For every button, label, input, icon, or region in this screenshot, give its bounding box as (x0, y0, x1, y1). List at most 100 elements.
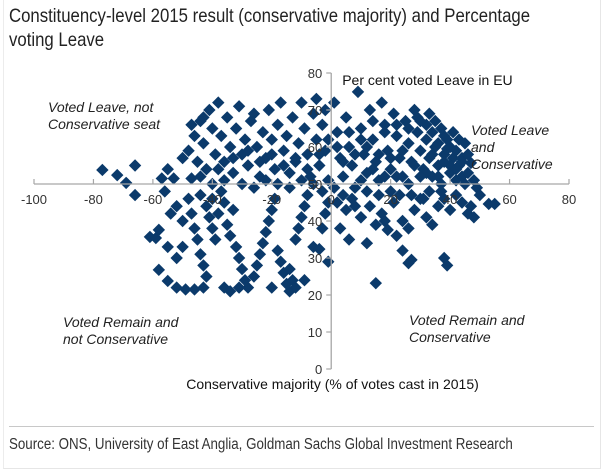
data-point (351, 85, 365, 99)
data-point (218, 196, 231, 209)
data-point (333, 222, 347, 235)
data-point (200, 200, 213, 213)
x-tick-label: -40 (203, 192, 222, 207)
data-point (215, 185, 228, 198)
data-point (336, 170, 350, 183)
data-point (298, 274, 311, 287)
data-point (322, 133, 335, 146)
data-point (191, 155, 204, 168)
data-point (188, 283, 201, 296)
data-point (434, 185, 448, 198)
data-point (396, 144, 409, 157)
annotation-line: Conservative (471, 156, 553, 172)
data-point (286, 111, 299, 124)
chart-title: Constituency-level 2015 result (conserva… (9, 4, 530, 52)
data-point (301, 188, 314, 202)
data-point (301, 163, 314, 176)
data-point (185, 118, 198, 131)
data-point (420, 118, 433, 131)
data-point (342, 140, 356, 154)
data-point (226, 151, 240, 165)
quadrant-annotation-bottom-right: Voted Remain and Conservative (409, 312, 526, 345)
data-point (354, 122, 368, 135)
chart-title-line-2: voting Leave (9, 29, 105, 51)
data-point (363, 200, 377, 213)
data-point (405, 188, 418, 202)
y-tick-label: 50 (308, 177, 322, 192)
data-point (360, 237, 374, 250)
data-point (158, 185, 171, 198)
data-point (152, 223, 166, 237)
data-point (179, 283, 192, 296)
data-point (345, 159, 359, 172)
data-point (161, 274, 174, 288)
data-point (322, 255, 335, 268)
data-point (295, 96, 308, 109)
data-point (369, 218, 383, 231)
data-point (194, 170, 207, 183)
x-tick-label: -60 (143, 192, 162, 207)
data-point (277, 144, 290, 157)
data-point (440, 133, 454, 146)
data-point (111, 168, 124, 182)
data-point (443, 203, 457, 217)
data-point (342, 126, 356, 139)
data-point (247, 107, 261, 120)
data-point (265, 133, 278, 146)
data-point (256, 237, 270, 250)
data-point (339, 203, 353, 217)
annotation-line: Voted Remain and (409, 312, 526, 328)
data-point (170, 281, 183, 294)
data-point (390, 118, 403, 131)
data-point (423, 185, 436, 198)
data-point (301, 148, 314, 161)
data-point (414, 114, 427, 128)
data-point (390, 170, 403, 183)
data-point (185, 207, 198, 220)
data-point (449, 144, 463, 157)
x-tick-label: -80 (84, 192, 103, 207)
data-point (455, 196, 469, 209)
data-point (176, 240, 189, 254)
data-point (429, 140, 442, 154)
data-point (313, 148, 326, 161)
data-point (402, 122, 415, 135)
data-point (360, 185, 374, 198)
y-tick-label: 30 (308, 251, 322, 266)
data-point (339, 111, 353, 124)
data-point (313, 159, 326, 172)
data-point (283, 262, 296, 276)
data-point (298, 200, 311, 213)
data-point (164, 207, 177, 220)
data-point (170, 251, 183, 265)
data-point (292, 222, 305, 235)
x-tick-label: 60 (502, 192, 516, 207)
data-point (295, 211, 308, 224)
data-point (96, 163, 109, 177)
data-point (209, 233, 222, 246)
data-point (366, 133, 380, 146)
data-point (348, 200, 362, 213)
data-point (313, 242, 326, 256)
data-point (185, 172, 198, 185)
data-point (310, 133, 323, 146)
data-point (434, 122, 448, 135)
data-point (212, 96, 225, 109)
data-point (250, 259, 264, 272)
annotation-line: Voted Remain and (63, 314, 180, 330)
data-point (203, 103, 216, 117)
data-point (194, 188, 207, 202)
data-point (200, 163, 213, 176)
data-point (232, 251, 246, 265)
data-point (232, 281, 246, 294)
data-point (197, 281, 210, 294)
y-tick-label: 70 (308, 103, 322, 118)
data-point (354, 133, 368, 146)
data-point (316, 185, 329, 198)
data-point (310, 92, 323, 106)
data-point (336, 155, 350, 168)
data-point (408, 203, 421, 217)
data-point (206, 222, 219, 235)
data-point (280, 129, 293, 143)
